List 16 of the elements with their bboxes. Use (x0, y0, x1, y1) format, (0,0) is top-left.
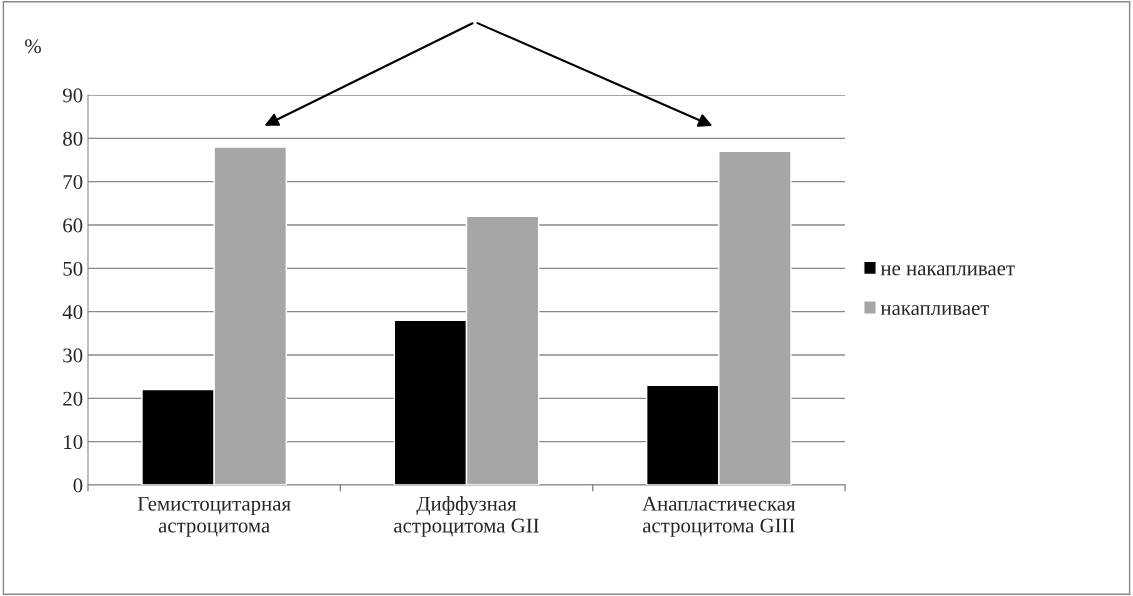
y-tick-label: 10 (64, 435, 83, 450)
legend-label: не накапливает (880, 265, 1015, 276)
y-tick-label: 40 (62, 305, 83, 320)
y-axis-title: % (25, 39, 41, 54)
y-tick-label: 20 (63, 391, 83, 406)
y-tick-label: 60 (63, 218, 83, 233)
y-tick-label: 90 (62, 88, 83, 103)
y-tick-label: 80 (63, 131, 83, 146)
legend-label: накапливает (880, 305, 990, 316)
x-tick-label: Гемистоцитарная астроцитома (137, 496, 291, 537)
y-tick-label: 50 (63, 261, 83, 276)
y-tick-label: 70 (63, 175, 83, 190)
y-tick-label: 30 (63, 348, 83, 363)
x-tick-label: Анапластическая астроцитома GIII (642, 496, 796, 537)
x-tick-label: Диффузная астроцитома GII (394, 496, 539, 537)
y-tick-label: 0 (73, 478, 83, 493)
